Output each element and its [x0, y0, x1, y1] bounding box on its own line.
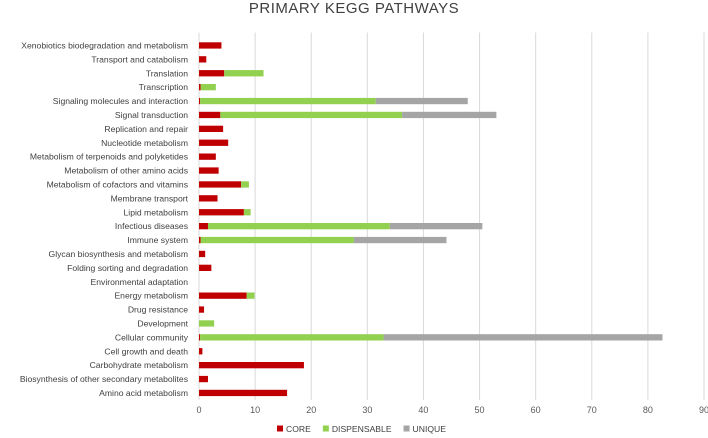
x-tick-label: 10 [250, 405, 260, 415]
bar-core [199, 84, 201, 91]
category-label: Membrane transport [111, 193, 189, 203]
bar-core [199, 195, 218, 202]
gridlines [198, 32, 705, 400]
category-label: Development [137, 318, 188, 328]
bar-dispensable [246, 292, 255, 299]
x-tick-label: 70 [587, 405, 597, 415]
chart-title: PRIMARY KEGG PATHWAYS [248, 0, 460, 17]
bar-core [199, 125, 224, 132]
bar-dispensable [200, 236, 354, 244]
category-label: Metabolism of other amino acids [64, 166, 188, 176]
legend-swatch [322, 425, 329, 432]
bar-dispensable [224, 70, 264, 77]
bar-core [199, 389, 288, 397]
bar-core [199, 334, 201, 341]
category-label: Xenobiotics biodegradation and metabolis… [21, 40, 188, 50]
category-label: Translation [146, 68, 188, 78]
bar-core [199, 70, 225, 77]
category-label: Cellular community [115, 332, 189, 342]
bar-dispensable [200, 334, 384, 341]
bar-core [199, 56, 207, 63]
bar-core [199, 236, 201, 244]
x-tick-label: 80 [643, 405, 653, 415]
bar-core [199, 167, 219, 174]
category-label: Nucleotide metabolism [101, 138, 188, 148]
bar-core [199, 223, 208, 230]
category-label: Signaling molecules and interaction [53, 96, 188, 106]
x-tick-label: 50 [475, 405, 485, 415]
x-tick-label: 40 [418, 405, 428, 415]
bar-dispensable [200, 84, 216, 91]
x-tick-label: 20 [306, 405, 316, 415]
x-tick-label: 90 [699, 405, 708, 415]
bar-core [199, 362, 304, 369]
legend-label: CORE [286, 424, 311, 434]
category-label: Cell growth and death [104, 346, 188, 356]
category-label: Replication and repair [104, 124, 188, 134]
x-tick-label: 30 [362, 405, 372, 415]
bar-unique [375, 97, 468, 105]
legend: CORE DISPENSABLE UNIQUE [277, 424, 446, 434]
category-label: Amino acid metabolism [99, 388, 188, 398]
category-label: Immune system [127, 235, 188, 245]
bar-dispensable [207, 223, 390, 230]
bar-core [199, 181, 242, 188]
bar-core [199, 153, 216, 160]
category-labels: Xenobiotics biodegradation and metabolis… [20, 40, 189, 398]
category-label: Energy metabolism [114, 291, 188, 301]
category-label: Folding sorting and degradation [67, 263, 188, 273]
bars [199, 42, 663, 397]
bar-dispensable [220, 111, 403, 119]
bar-dispensable [199, 320, 215, 327]
category-label: Glycan biosynthesis and metabolism [49, 249, 188, 259]
category-label: Biosynthesis of other secondary metaboli… [20, 374, 188, 384]
bar-unique [402, 111, 497, 119]
legend-label: UNIQUE [413, 424, 447, 434]
category-label: Signal transduction [115, 110, 188, 120]
bar-core [199, 97, 201, 105]
category-label: Environmental adaptation [91, 277, 189, 287]
bar-unique [353, 236, 447, 244]
legend-swatch [277, 425, 283, 432]
bar-dispensable [241, 181, 249, 188]
bar-core [199, 375, 208, 383]
bar-core [199, 264, 212, 271]
x-tick-label: 0 [196, 405, 201, 415]
category-label: Metabolism of terpenoids and polyketides [30, 152, 188, 162]
bar-core [199, 209, 244, 216]
category-label: Lipid metabolism [124, 207, 188, 217]
bar-dispensable [200, 97, 376, 105]
bar-unique [389, 223, 483, 230]
bar-core [199, 42, 222, 49]
legend-swatch [403, 425, 410, 432]
category-label: Infectious diseases [115, 221, 188, 231]
bar-core [199, 111, 221, 119]
category-label: Drug resistance [128, 305, 188, 315]
category-label: Carbohydrate metabolism [90, 360, 188, 370]
category-label: Metabolism of cofactors and vitamins [47, 179, 188, 189]
bar-core [199, 139, 229, 146]
legend-label: DISPENSABLE [332, 424, 392, 434]
bar-core [199, 292, 247, 299]
bar-core [199, 348, 203, 355]
bar-core [199, 306, 205, 313]
x-tick-label: 60 [531, 405, 541, 415]
bar-core [199, 250, 206, 258]
category-label: Transport and catabolism [91, 54, 188, 64]
x-axis-tick-labels: 0 10 20 30 40 50 60 70 80 90 [196, 405, 708, 415]
bar-dispensable [243, 209, 251, 216]
bar-unique [383, 334, 663, 341]
category-label: Transcription [139, 82, 189, 92]
